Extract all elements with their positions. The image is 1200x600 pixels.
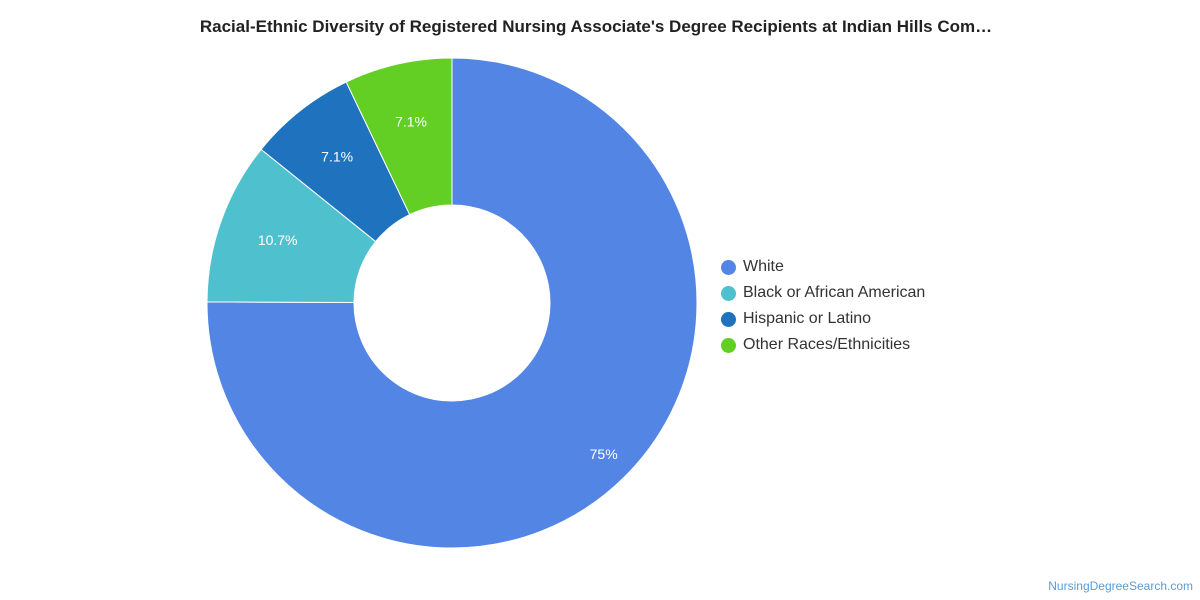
legend-item-black-or-african-american[interactable]: Black or African American	[721, 280, 925, 306]
legend-label: Hispanic or Latino	[743, 310, 872, 327]
legend-item-hispanic-or-latino[interactable]: Hispanic or Latino	[721, 306, 925, 332]
slice-value-label: 7.1%	[395, 113, 427, 129]
source-link[interactable]: NursingDegreeSearch.com	[1048, 579, 1193, 593]
legend-swatch	[721, 259, 736, 275]
slice-label-group: 75% 10.7% 7.1% 7.1%	[258, 113, 618, 462]
slice-other-races-ethnicities[interactable]	[345, 57, 453, 216]
legend-item-other-races-ethnicities[interactable]: Other Races/Ethnicities	[721, 332, 925, 358]
slice-white[interactable]	[206, 57, 698, 549]
legend-item-white[interactable]: White	[721, 254, 925, 280]
legend-swatch	[721, 337, 736, 353]
legend-label: Black or African American	[743, 284, 926, 301]
legend-label: White	[743, 258, 784, 275]
slice-value-label: 7.1%	[321, 149, 353, 165]
chart-title: Racial-Ethnic Diversity of Registered Nu…	[199, 17, 993, 36]
slice-group	[206, 57, 698, 549]
legend-swatch	[721, 285, 736, 301]
legend-swatch	[721, 311, 736, 327]
legend: White Black or African American Hispanic o…	[721, 254, 925, 358]
slice-value-label: 75%	[590, 446, 618, 462]
legend-label: Other Races/Ethnicities	[743, 336, 911, 353]
slice-black-or-african-american[interactable]	[206, 148, 377, 304]
slice-value-label: 10.7%	[258, 232, 298, 248]
